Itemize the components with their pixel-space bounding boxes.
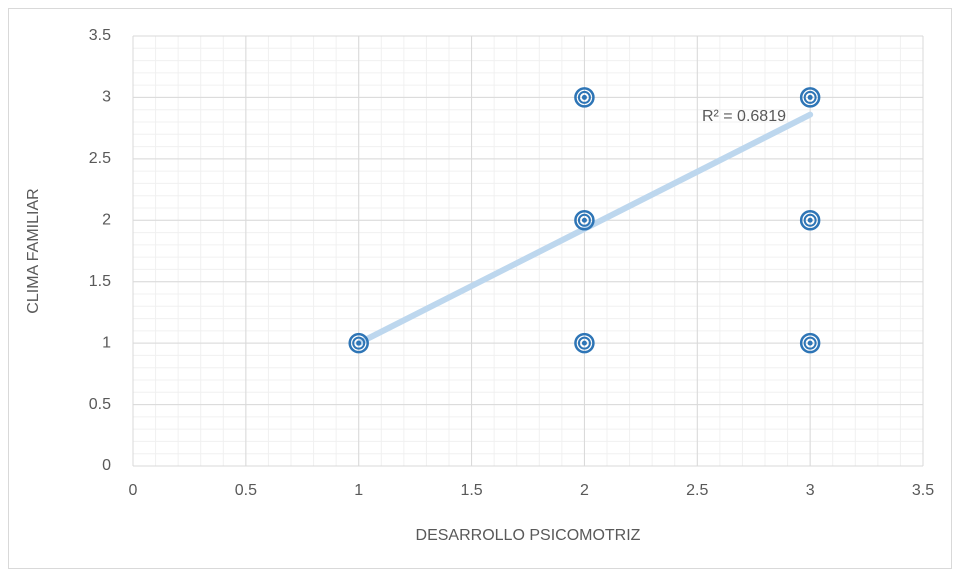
point-ring <box>807 94 813 100</box>
point-ring <box>799 332 821 354</box>
y-tick-label: 0 <box>102 457 111 474</box>
point <box>799 332 821 354</box>
point-ring <box>574 210 595 231</box>
point-ring <box>803 90 817 104</box>
point-ring <box>803 213 817 227</box>
x-tick-label: 1 <box>354 482 363 499</box>
y-tick-label: 3.5 <box>89 27 111 44</box>
point-ring <box>577 336 591 350</box>
point-ring <box>348 332 369 354</box>
point-ring <box>577 90 591 104</box>
x-axis-label: DESARROLLO PSICOMOTRIZ <box>416 527 641 544</box>
y-tick-label: 1.5 <box>89 273 111 290</box>
point-ring <box>807 217 813 223</box>
point-ring <box>574 332 595 354</box>
x-tick-label: 2 <box>580 482 589 499</box>
x-tick-label: 3 <box>806 482 815 499</box>
x-tick-label: 0 <box>129 482 138 499</box>
point-ring <box>577 213 591 227</box>
point-ring <box>581 217 587 223</box>
point-ring <box>356 340 362 346</box>
point <box>574 210 595 231</box>
annotation: R² = 0.6819 <box>702 108 786 125</box>
y-tick-label: 3 <box>102 89 111 106</box>
point-ring <box>799 87 821 108</box>
y-tick-label: 2 <box>102 212 111 229</box>
y-axis-label: CLIMA FAMILIAR <box>25 188 42 313</box>
point <box>348 332 369 354</box>
point-ring <box>799 210 821 231</box>
point-ring <box>803 336 817 350</box>
y-tick-label: 0.5 <box>89 396 111 413</box>
x-tick-label: 0.5 <box>235 482 257 499</box>
x-tick-label: 3.5 <box>912 482 934 499</box>
point <box>799 87 821 108</box>
point-ring <box>574 87 595 108</box>
point-ring <box>581 340 587 346</box>
chart-border <box>8 8 952 569</box>
y-tick-label: 2.5 <box>89 150 111 167</box>
point-ring <box>581 94 587 100</box>
point <box>799 210 821 231</box>
point <box>574 332 595 354</box>
x-tick-label: 1.5 <box>460 482 482 499</box>
point-ring <box>807 340 813 346</box>
y-tick-label: 1 <box>102 334 111 351</box>
x-tick-label: 2.5 <box>686 482 708 499</box>
point-ring <box>352 336 366 350</box>
point <box>574 87 595 108</box>
